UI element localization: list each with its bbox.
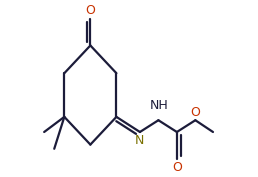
Text: O: O	[172, 161, 182, 174]
Text: N: N	[135, 134, 144, 147]
Text: O: O	[190, 105, 200, 119]
Text: O: O	[85, 4, 95, 17]
Text: NH: NH	[150, 99, 168, 112]
